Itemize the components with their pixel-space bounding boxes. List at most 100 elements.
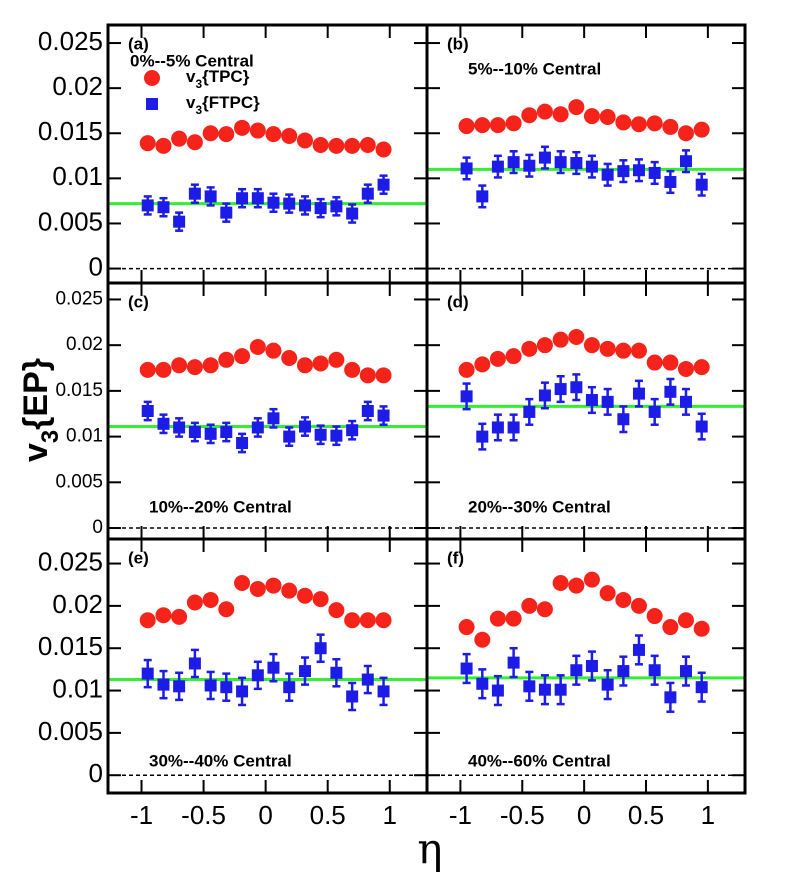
point — [361, 187, 374, 200]
point — [552, 575, 569, 592]
point — [568, 99, 585, 116]
y-tick-label: 0.005 — [55, 471, 103, 492]
point — [648, 405, 661, 418]
point — [314, 642, 327, 655]
x-tick-label: 0 — [577, 800, 591, 830]
legend-marker — [144, 70, 160, 86]
point — [615, 114, 632, 131]
point — [361, 673, 374, 686]
y-tick-label: 0.02 — [52, 71, 103, 101]
point — [630, 597, 647, 614]
y-axis-label: v3{EP} — [17, 358, 64, 462]
point — [538, 683, 551, 696]
point — [474, 631, 491, 648]
point — [234, 575, 251, 592]
point — [646, 354, 663, 371]
point — [281, 582, 298, 599]
point — [458, 118, 475, 135]
point — [648, 166, 661, 179]
y-tick-label: 0.025 — [55, 288, 103, 309]
y-tick-label: 0.02 — [66, 334, 103, 355]
point — [251, 669, 264, 682]
point — [281, 349, 298, 366]
y-tick-label: 0.015 — [38, 116, 103, 146]
point — [296, 357, 313, 374]
point — [188, 426, 201, 439]
point — [679, 395, 692, 408]
point — [171, 608, 188, 625]
point — [585, 660, 598, 672]
point — [554, 383, 567, 396]
point — [330, 429, 343, 442]
y-tick-label: 0.01 — [66, 426, 103, 447]
point — [617, 165, 630, 178]
point — [507, 421, 520, 434]
point — [662, 118, 679, 135]
y-tick-label: 0 — [89, 758, 103, 788]
point — [521, 340, 538, 357]
x-tick-label: 0.5 — [628, 800, 664, 830]
point — [171, 130, 188, 147]
point — [554, 683, 567, 696]
point — [361, 405, 374, 417]
point — [677, 360, 694, 377]
point — [505, 115, 522, 132]
point — [521, 597, 538, 614]
point — [236, 192, 249, 205]
y-tick-label: 0.025 — [38, 546, 103, 576]
point — [186, 134, 203, 151]
point — [375, 367, 392, 384]
point — [585, 394, 598, 407]
point — [218, 351, 235, 368]
x-tick-label: -1 — [130, 800, 153, 830]
point — [693, 620, 710, 637]
point — [204, 679, 217, 692]
point — [171, 357, 188, 374]
point — [474, 117, 491, 134]
point — [296, 132, 313, 149]
point — [677, 612, 694, 629]
point — [507, 156, 520, 169]
point — [460, 162, 473, 175]
point — [615, 591, 632, 608]
point — [218, 126, 235, 143]
point — [281, 127, 298, 144]
point — [283, 430, 296, 443]
point — [155, 607, 172, 624]
point — [630, 116, 647, 133]
point — [265, 342, 282, 359]
point — [265, 126, 282, 143]
point — [491, 160, 504, 173]
legend-marker — [146, 98, 158, 110]
point — [328, 351, 345, 368]
point — [507, 656, 520, 669]
point — [664, 175, 677, 188]
point — [601, 678, 614, 691]
point — [536, 103, 553, 120]
point — [599, 109, 616, 126]
panel-label: (e) — [128, 548, 149, 567]
point — [157, 678, 170, 691]
x-axis-label: η — [417, 824, 442, 873]
point — [489, 117, 506, 134]
point — [298, 199, 311, 212]
point — [314, 202, 327, 215]
point — [249, 580, 266, 597]
point — [346, 690, 359, 703]
point — [662, 354, 679, 371]
point — [664, 385, 677, 398]
panel-frame — [425, 537, 747, 795]
x-tick-label: -0.5 — [181, 800, 226, 830]
panel-text: 0%--5% Central — [130, 51, 254, 70]
point — [570, 664, 583, 677]
point — [617, 665, 630, 678]
point — [476, 677, 489, 690]
point — [375, 612, 392, 629]
point — [328, 602, 345, 619]
point — [536, 601, 553, 618]
point — [474, 356, 491, 373]
point — [330, 666, 343, 679]
point — [460, 662, 473, 675]
point — [632, 643, 645, 656]
